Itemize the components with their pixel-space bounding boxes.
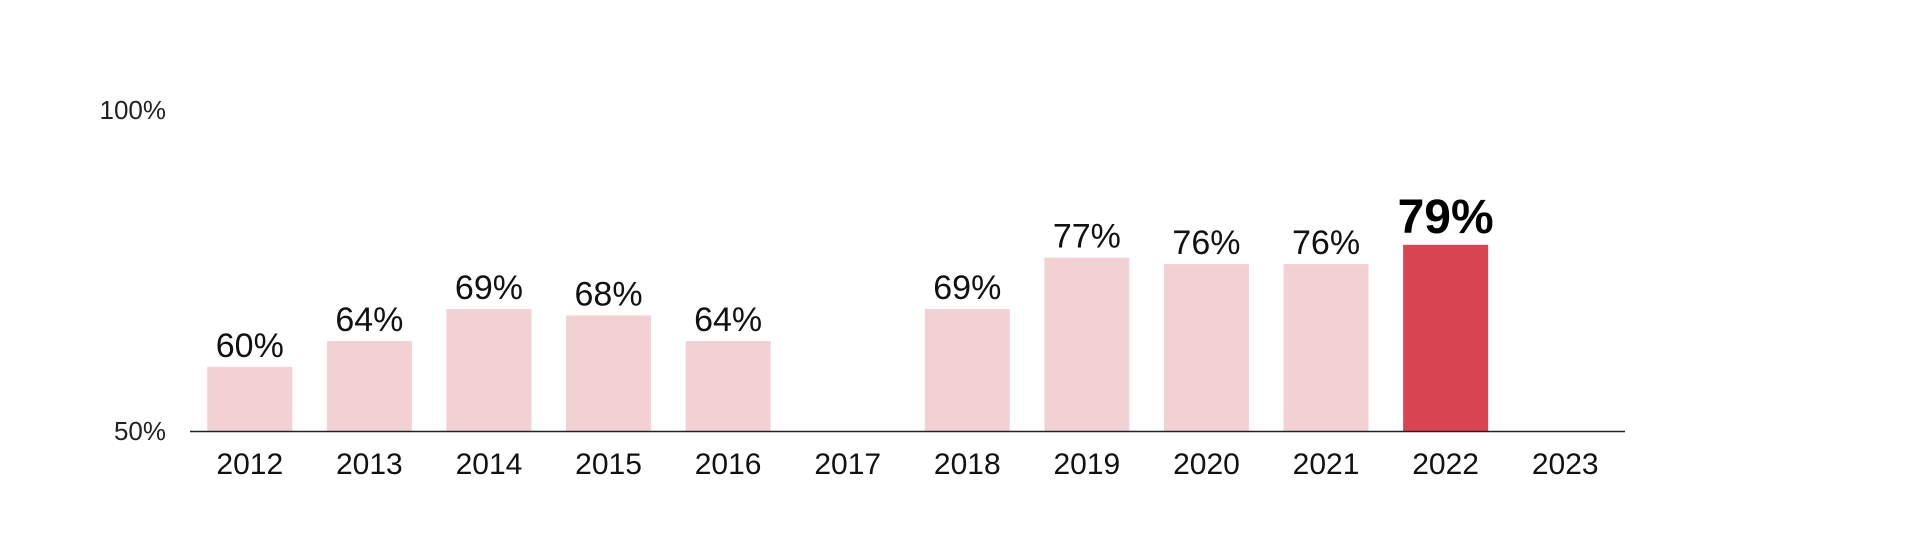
x-tick-label-2021: 2021 [1293,448,1360,481]
data-label-2020: 76% [1172,224,1240,262]
y-axis-ticks: 50% 100% [100,95,167,446]
bar-2018 [924,309,1010,431]
x-tick-label-2017: 2017 [814,448,881,481]
bar-2021 [1283,264,1369,431]
x-tick-label-2020: 2020 [1173,448,1240,481]
data-labels: 60% 64% 69% 68% 64% 69% 77% 76% 76% 79% [216,191,1494,365]
data-label-2015: 68% [575,275,643,313]
x-tick-label-2023: 2023 [1532,448,1599,481]
y-tick-label: 50% [114,416,166,446]
x-tick-label-2022: 2022 [1412,448,1479,481]
data-label-2019: 77% [1053,218,1121,256]
bar-2014 [446,309,532,431]
x-tick-label-2016: 2016 [695,448,762,481]
bar-2020 [1163,264,1249,431]
bars [207,244,1489,431]
bar-2019 [1044,257,1130,431]
data-label-2022: 79% [1398,191,1494,244]
x-tick-label-2014: 2014 [456,448,523,481]
bar-2015 [566,315,652,431]
data-label-2013: 64% [335,301,403,339]
y-tick-label: 100% [100,95,167,125]
data-label-2016: 64% [694,301,762,339]
bar-2012 [207,366,293,431]
x-tick-label-2015: 2015 [575,448,642,481]
x-tick-label-2012: 2012 [216,448,283,481]
x-axis-ticks: 2012 2013 2014 2015 2016 2017 2018 2019 2020 2021… [216,448,1598,481]
data-label-2018: 69% [933,269,1001,307]
bar-2013 [326,341,412,431]
data-label-2014: 69% [455,269,523,307]
data-label-2012: 60% [216,327,284,365]
bar-2016 [685,341,771,431]
x-tick-label-2019: 2019 [1054,448,1121,481]
bar-2022 [1403,244,1489,431]
x-tick-label-2013: 2013 [336,448,403,481]
data-label-2021: 76% [1292,224,1360,262]
x-tick-label-2018: 2018 [934,448,1001,481]
